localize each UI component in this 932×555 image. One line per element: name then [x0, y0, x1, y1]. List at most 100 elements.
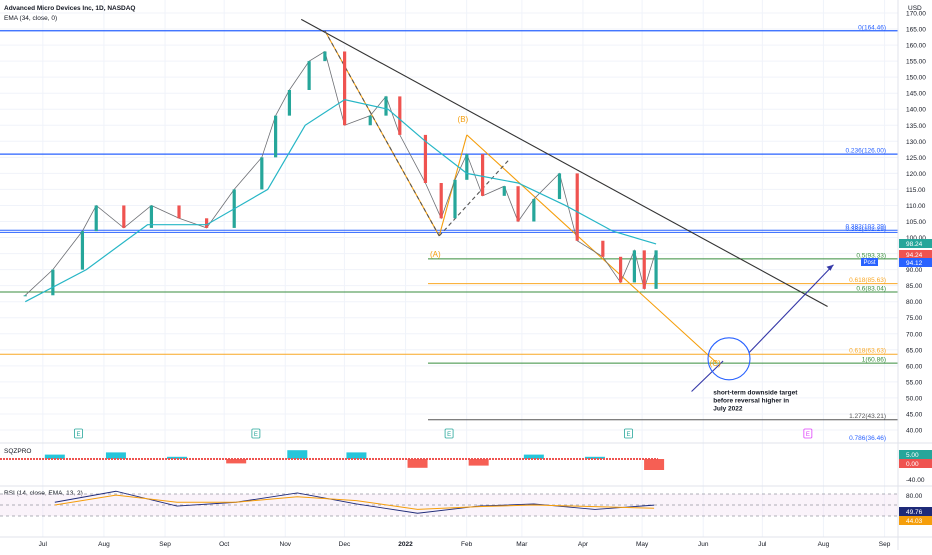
price-candle [453, 179, 457, 219]
level-label-3: 0.382(102.29) [846, 226, 886, 233]
price-axis: 40.00 45.00 50.00 55.00 60.00 65.00 70.00 75.00… [861, 0, 932, 550]
sqz-title: SQZPRO [4, 448, 31, 455]
sqz-histogram-bar [644, 459, 665, 470]
sqz-value-label: 5.00 [906, 452, 919, 459]
projection-dash-2 [438, 160, 509, 237]
price-candle [343, 51, 347, 126]
y-tick-40: 40.00 [906, 428, 923, 435]
rsi-value-label: 49.76 [906, 509, 923, 516]
y-tick-100: 100.00 [906, 235, 926, 242]
price-candle [260, 157, 264, 190]
annotations: (A) (B) (C) short-term downside target befor… [74, 115, 813, 439]
y-tick-45: 45.00 [906, 411, 923, 418]
sqz-histogram-bar [346, 452, 367, 459]
level-label-4: 0.5(93.33) [856, 252, 886, 259]
sqz-histogram-bar [226, 459, 247, 464]
price-candle [601, 240, 605, 257]
price-candle [480, 154, 485, 196]
sqz-value-label: 0.00 [906, 461, 919, 468]
price-candle [94, 205, 98, 232]
y-tick-140: 140.00 [906, 107, 926, 114]
target-annotation-line: short-term downside target [713, 390, 798, 397]
rsi-value-tag [899, 507, 932, 516]
price-candle [287, 89, 292, 116]
x-tick-Oct: Oct [219, 541, 229, 548]
price-candle [51, 269, 55, 296]
sqz-value-label: -40.00 [906, 477, 925, 484]
x-tick-Aug: Aug [98, 541, 110, 548]
price-candle [23, 295, 27, 297]
earnings-marker [74, 428, 83, 439]
x-tick-Jul: Jul [758, 541, 767, 548]
y-tick-80: 80.00 [906, 299, 923, 306]
y-tick-65: 65.00 [906, 347, 923, 354]
y-tick-50: 50.00 [906, 395, 923, 402]
price-tag-value: 94.12 [906, 260, 923, 267]
y-tick-60: 60.00 [906, 363, 923, 370]
x-tick-Dec: Dec [339, 541, 351, 548]
y-tick-120: 120.00 [906, 171, 926, 178]
earnings-marker-label: E [806, 432, 810, 438]
sqz-histogram-bar [584, 456, 605, 459]
price-candle [575, 173, 579, 241]
level-label-6: 0.6(83.04) [856, 285, 886, 292]
wave-label-2: (C) [710, 359, 721, 368]
target-annotation: short-term downside target before reversa… [713, 390, 798, 413]
wave-label-0: (A) [430, 250, 441, 259]
y-tick-150: 150.00 [906, 75, 926, 82]
price-candle [439, 183, 443, 219]
sqz-value-tag [899, 450, 932, 459]
level-label-9: 1.272(43.21) [849, 413, 886, 420]
sqz-histogram-bar [44, 454, 65, 459]
earnings-marker-label: E [447, 432, 451, 438]
x-tick-Jul: Jul [39, 541, 48, 548]
price-candle [632, 250, 636, 283]
x-tick-Apr: Apr [578, 541, 589, 548]
price-candle [423, 134, 428, 184]
earnings-marker [251, 428, 261, 439]
time-axis: Jul Aug Sep Oct Nov Dec 2022 Feb Mar Apr May Jun Jul… [0, 536, 932, 548]
chart-title: Advanced Micro Devices Inc, 1D, NASDAQ [4, 5, 136, 12]
earnings-marker [803, 428, 813, 439]
price-candle [205, 218, 209, 228]
price-candle [502, 186, 506, 196]
x-tick-Aug: Aug [818, 541, 830, 548]
x-tick-Sep: Sep [879, 541, 891, 548]
level-label-7: 0.618(63.63) [849, 348, 886, 355]
price-candle [307, 61, 311, 90]
x-tick-2022: 2022 [398, 541, 413, 548]
wave-label-1: (B) [458, 115, 469, 124]
price-tag-value: 94.24 [906, 252, 923, 259]
x-tick-May: May [636, 541, 649, 548]
post-tag-box [861, 258, 878, 266]
sqz-histogram-bar [523, 454, 544, 459]
x-tick-Feb: Feb [461, 541, 473, 548]
price-candle [642, 250, 646, 289]
level-label-1: 0.236(126.00) [846, 148, 886, 155]
y-tick-155: 155.00 [906, 59, 926, 66]
price-candle [323, 51, 327, 62]
y-tick-70: 70.00 [906, 331, 923, 338]
y-tick-85: 85.00 [906, 283, 923, 290]
y-tick-115: 115.00 [906, 187, 926, 194]
target-annotation-line: July 2022 [713, 406, 743, 413]
earnings-marker-label: E [76, 432, 80, 438]
ema-legend: EMA (34, close, 0) [4, 15, 58, 22]
y-tick-170: 170.00 [906, 11, 926, 18]
y-tick-90: 90.00 [906, 267, 923, 274]
rsi-pane: RSI (14, close, EMA, 13, 2) 80.00 49.76 44.… [0, 485, 932, 525]
price-candle [654, 250, 658, 289]
price-candle [274, 115, 278, 158]
sqz-histogram-bar [105, 452, 126, 459]
post-tag-label: Post [863, 260, 875, 266]
rsi-y-tick: 80.00 [906, 493, 923, 500]
rsi-band [0, 494, 898, 516]
price-candle [384, 96, 388, 116]
sqz-histogram-bar [167, 456, 188, 459]
upside-arrow-head [826, 264, 834, 271]
x-tick-Mar: Mar [516, 541, 528, 548]
level-label-5: 0.618(85.63) [849, 277, 886, 284]
price-candle [122, 205, 126, 228]
